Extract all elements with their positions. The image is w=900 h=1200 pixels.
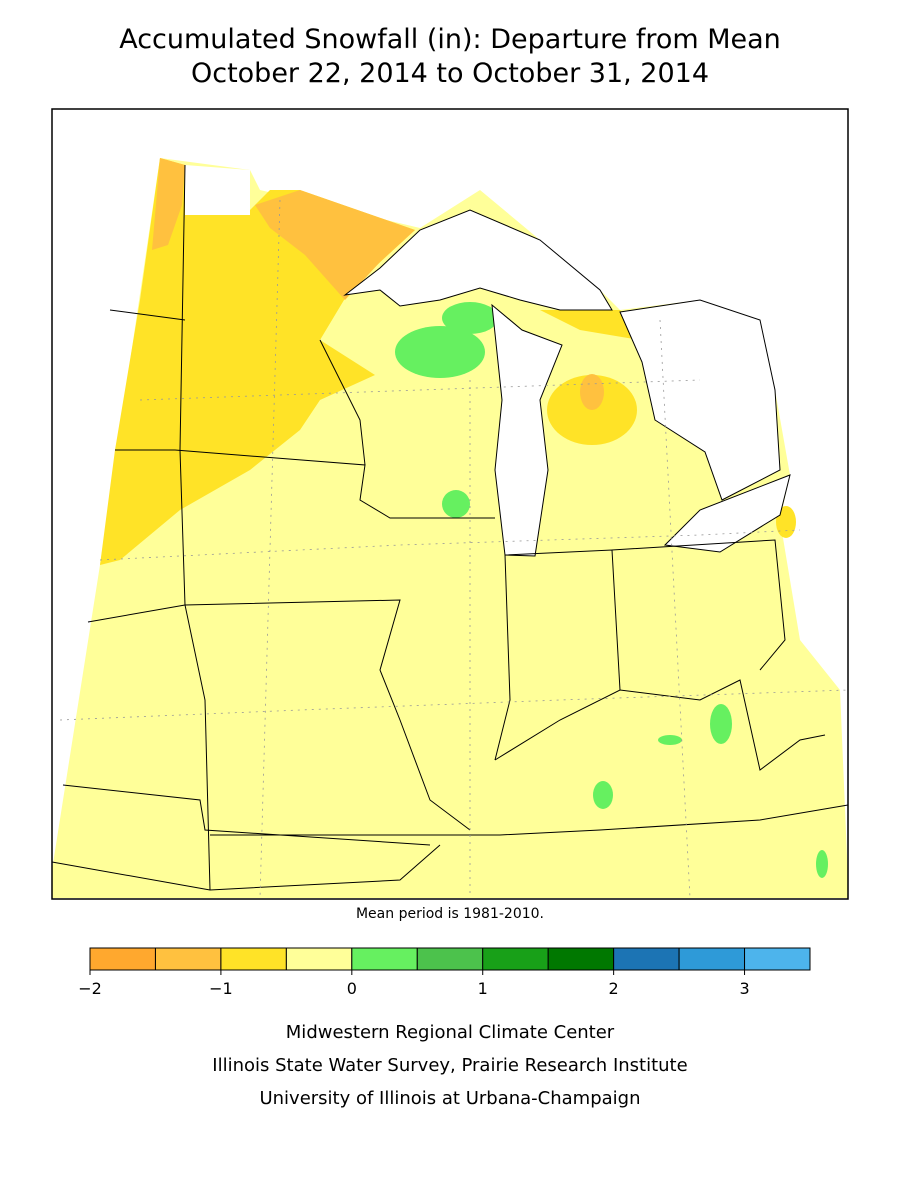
map-frame xyxy=(51,108,849,900)
graticule xyxy=(59,199,849,899)
lake-huron xyxy=(619,299,781,501)
legend-swatch xyxy=(351,947,418,971)
region-green xyxy=(816,850,828,878)
legend-tick-label: 3 xyxy=(739,979,749,998)
no-data xyxy=(185,165,250,215)
title-line: October 22, 2014 to October 31, 2014 xyxy=(191,58,709,89)
region-orange xyxy=(255,190,415,300)
region-green xyxy=(593,781,613,809)
legend-swatch xyxy=(416,947,484,971)
legend-swatch xyxy=(285,947,353,971)
legend: −2 −1 0 1 2 3 xyxy=(78,947,811,998)
legend-swatch xyxy=(744,947,811,971)
legend-swatch xyxy=(154,947,222,971)
footer-line: Illinois State Water Survey, Prairie Res… xyxy=(212,1055,687,1076)
state-lines xyxy=(51,164,849,891)
legend-swatch xyxy=(613,947,680,971)
legend-swatch xyxy=(482,947,549,971)
legend-tick-label: 1 xyxy=(478,979,488,998)
region-orange xyxy=(152,158,185,250)
region-green xyxy=(442,302,498,334)
region-green xyxy=(710,704,732,744)
region-green xyxy=(658,735,682,745)
region-green xyxy=(442,490,470,518)
legend-tick-label: 2 xyxy=(609,979,619,998)
legend-swatch xyxy=(89,947,156,971)
legend-tick-label: −1 xyxy=(209,979,233,998)
map xyxy=(51,158,849,899)
legend-tick-label: −2 xyxy=(78,979,102,998)
lake-michigan xyxy=(491,303,563,557)
legend-swatch xyxy=(220,947,287,971)
legend-swatch xyxy=(547,947,615,971)
region-orange xyxy=(580,374,604,410)
note: Mean period is 1981-2010. xyxy=(356,906,544,922)
lake-erie xyxy=(663,474,791,553)
legend-swatch xyxy=(678,947,746,971)
region-gold xyxy=(776,506,796,538)
title-line: Accumulated Snowfall (in): Departure fro… xyxy=(119,24,781,55)
region-gold xyxy=(540,310,640,340)
footer-line: Midwestern Regional Climate Center xyxy=(286,1022,615,1043)
lake-superior xyxy=(343,209,613,311)
region-green xyxy=(395,326,485,378)
footer-line: University of Illinois at Urbana-Champai… xyxy=(259,1088,640,1109)
legend-tick-label: 0 xyxy=(347,979,357,998)
